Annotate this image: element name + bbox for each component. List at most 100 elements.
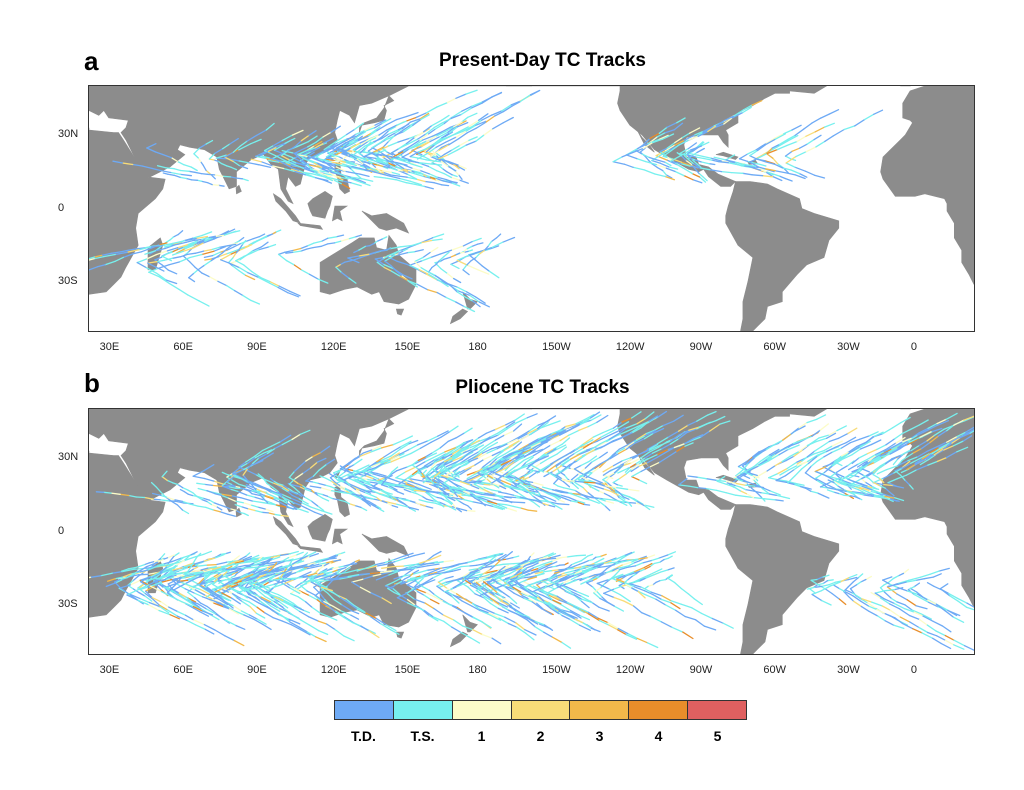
panel-b-track-segment [427, 435, 439, 442]
panel-b-track-segment [542, 560, 553, 565]
panel-b-track-segment [652, 427, 665, 434]
panel-b-track-segment [234, 485, 241, 489]
panel-b-track-segment [149, 585, 163, 593]
panel-b-track-segment [555, 473, 562, 480]
panel-a-track-segment [284, 163, 293, 169]
panel-b-track-segment [163, 586, 175, 594]
panel-a-track-segment [237, 160, 249, 164]
panel-a-track-segment [278, 285, 291, 292]
panel-b-track-segment [334, 628, 345, 637]
panel-a-track-segment [361, 161, 371, 164]
panel-b-track-segment [324, 571, 333, 575]
panel-b-track-segment [248, 596, 260, 604]
panel-a-track-segment [434, 274, 444, 282]
panel-a-track-segment [439, 131, 449, 138]
panel-a-track-segment [119, 249, 130, 253]
panel-b-track-segment [569, 618, 581, 626]
panel-b-track-segment [569, 460, 578, 466]
panel-b-track-segment [496, 503, 507, 506]
panel-a-track-segment [355, 129, 366, 135]
panel-a-track-segment [636, 157, 647, 163]
panel-a-track-segment [350, 142, 361, 149]
panel-b-track-segment [647, 416, 658, 424]
panel-b-track-segment [257, 570, 268, 575]
panel-b-track-segment [404, 466, 418, 473]
panel-b-track-segment [363, 491, 372, 496]
panel-b-track-segment [540, 438, 551, 444]
panel-a-track-segment [475, 134, 485, 142]
panel-b-track-segment [648, 443, 659, 450]
panel-a-track-segment [110, 251, 122, 254]
panel-b-track-segment [515, 475, 525, 482]
panel-a-track-segment [213, 159, 219, 162]
panel-b-track-segment [302, 500, 309, 505]
panel-b-track-segment [436, 461, 446, 466]
panel-b-track-segment [433, 607, 444, 616]
panel-a-track-segment [330, 142, 339, 148]
panel-a-track-segment [188, 261, 196, 268]
panel-b-track-segment [498, 484, 507, 490]
panel-b-track-segment [505, 475, 516, 479]
panel-b-track-segment [249, 606, 258, 614]
panel-b-track-segment [443, 482, 451, 488]
panel-b-track-segment [454, 565, 462, 570]
panel-a-track-segment [673, 122, 684, 131]
panel-a-track-segment [676, 117, 686, 124]
panel-b-track-segment [490, 614, 502, 621]
panel-a-track-segment [743, 165, 752, 168]
panel-b-track-segment [245, 494, 256, 498]
panel-b-track-segment [181, 601, 195, 608]
panel-b-track-segment [529, 581, 537, 586]
panel-a-track-segment [336, 139, 348, 146]
panel-b-track-segment [283, 579, 294, 585]
panel-b-track-segment [252, 459, 264, 466]
panel-b-track-segment [290, 588, 298, 595]
panel-b-track-segment [242, 557, 252, 562]
panel-b-track-segment [184, 614, 195, 621]
panel-a-track-segment [466, 127, 478, 134]
panel-b-track-segment [602, 465, 615, 473]
panel-b-track-segment [449, 506, 457, 511]
panel-a-track-segment [648, 156, 657, 161]
panel-b-track-segment [555, 476, 564, 483]
panel-b-track-segment [174, 500, 185, 504]
panel-b-track-segment [210, 503, 218, 508]
panel-b-track-segment [860, 478, 866, 483]
panel-b-track-segment [433, 470, 442, 478]
panel-b-track-segment [608, 486, 616, 492]
panel-a-track-segment [369, 242, 375, 247]
panel-b-track-segment [214, 493, 223, 497]
panel-a-track-segment [341, 180, 352, 184]
panel-b-track-segment [491, 450, 502, 457]
panel-b-track-segment [602, 479, 608, 484]
panel-b-track-segment [810, 460, 818, 467]
panel-b-track-segment [393, 485, 404, 489]
panel-a-track-segment [265, 157, 278, 162]
panel-b-track-segment [121, 573, 132, 578]
panel-a-track-segment [427, 165, 438, 172]
panel-a-track-segment [376, 258, 384, 263]
panel-a-track-segment [136, 258, 148, 264]
panel-a-track-segment [277, 253, 288, 262]
panel-b-track-segment [541, 502, 549, 506]
panel-a-track-segment [443, 149, 453, 156]
panel-a-track-segment [297, 149, 308, 156]
panel-b-track-segment [841, 464, 849, 470]
panel-b-track-segment [307, 615, 320, 622]
panel-b-track-segment [436, 487, 442, 493]
panel-b-track-segment [379, 493, 389, 498]
panel-b-track-segment [477, 447, 489, 456]
panel-b-track-segment [324, 484, 332, 488]
panel-b-track-segment [582, 503, 591, 506]
panel-b-track-segment [326, 579, 333, 587]
panel-b-track-segment [334, 481, 341, 487]
panel-a-track-segment [222, 175, 232, 178]
panel-b-track-segment [371, 445, 382, 451]
panel-b-track-segment [552, 443, 563, 450]
panel-b-track-segment [438, 464, 445, 473]
panel-b-track-segment [355, 496, 362, 500]
panel-b-track-segment [585, 448, 596, 456]
panel-b-track-segment [203, 557, 216, 562]
panel-b-track-segment [608, 473, 616, 478]
panel-a-track-segment [358, 167, 371, 172]
